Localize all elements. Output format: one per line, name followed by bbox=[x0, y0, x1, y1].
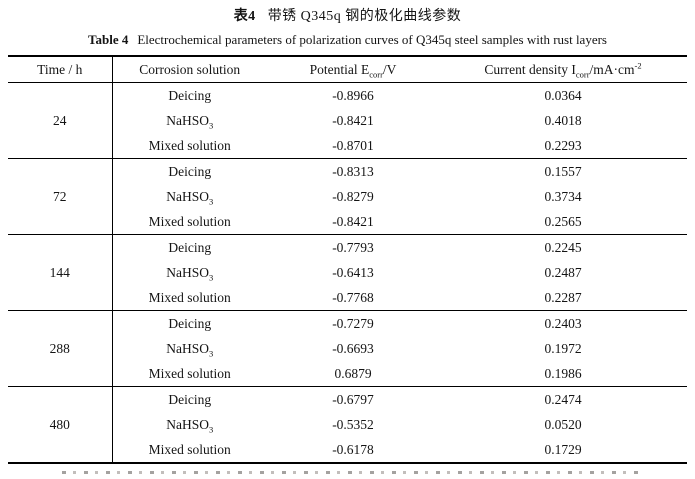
current-cell: 0.3734 bbox=[544, 188, 582, 204]
table-row: NaHSO3 -0.5352 0.0520 bbox=[8, 412, 687, 437]
table-caption-english: Table 4 Electrochemical parameters of pol… bbox=[0, 32, 695, 48]
col-header-corrosion-solution: Corrosion solution bbox=[139, 61, 241, 77]
table-row: 144 Deicing -0.7793 0.2245 bbox=[8, 234, 687, 311]
current-cell: 0.2403 bbox=[544, 315, 582, 331]
table-number-en: Table 4 bbox=[88, 32, 129, 47]
current-cell: 0.2474 bbox=[544, 391, 582, 407]
solution-cell: Mixed solution bbox=[148, 213, 231, 229]
table-row: Mixed solution -0.8701 0.2293 bbox=[8, 133, 687, 159]
potential-cell: -0.6413 bbox=[332, 264, 374, 280]
time-group-144: 144 Deicing -0.7793 0.2245 NaHSO3 -0.641… bbox=[8, 234, 687, 311]
solution-cell: Deicing bbox=[168, 239, 212, 255]
current-cell: 0.2565 bbox=[544, 213, 582, 229]
solution-cell: NaHSO3 bbox=[166, 112, 214, 131]
table-caption-cn-text: 带锈 Q345q 钢的极化曲线参数 bbox=[267, 9, 462, 24]
header-row: Time / h Corrosion solution Potential Ec… bbox=[8, 56, 687, 83]
potential-cell: -0.7793 bbox=[332, 239, 374, 255]
current-cell: 0.0520 bbox=[544, 416, 582, 432]
table-row: Mixed solution -0.7768 0.2287 bbox=[8, 285, 687, 311]
solution-cell: Deicing bbox=[168, 391, 212, 407]
potential-cell: -0.6797 bbox=[332, 391, 374, 407]
solution-cell: Deicing bbox=[168, 315, 212, 331]
solution-cell: NaHSO3 bbox=[166, 188, 214, 207]
solution-cell: NaHSO3 bbox=[166, 264, 214, 283]
solution-cell: Deicing bbox=[168, 163, 212, 179]
time-group-24: 24 Deicing -0.8966 0.0364 NaHSO3 -0.8421… bbox=[8, 82, 687, 159]
potential-cell: -0.6178 bbox=[332, 441, 374, 457]
table-row: 24 Deicing -0.8966 0.0364 bbox=[8, 82, 687, 159]
table-row: NaHSO3 -0.8279 0.3734 bbox=[8, 184, 687, 209]
current-cell: 0.2487 bbox=[544, 264, 582, 280]
table-row: 288 Deicing -0.7279 0.2403 bbox=[8, 310, 687, 387]
clipped-text-fragment bbox=[62, 471, 642, 474]
solution-cell: NaHSO3 bbox=[166, 340, 214, 359]
time-group-480: 480 Deicing -0.6797 0.2474 NaHSO3 -0.535… bbox=[8, 386, 687, 463]
potential-cell: -0.8421 bbox=[332, 213, 374, 229]
potential-cell: -0.8966 bbox=[332, 87, 374, 103]
solution-cell: Mixed solution bbox=[148, 289, 231, 305]
table-row: NaHSO3 -0.6693 0.1972 bbox=[8, 336, 687, 361]
solution-cell: NaHSO3 bbox=[166, 416, 214, 435]
current-cell: 0.1557 bbox=[544, 163, 582, 179]
current-cell: 0.1729 bbox=[544, 441, 582, 457]
solution-cell: Mixed solution bbox=[148, 441, 231, 457]
potential-cell: -0.8279 bbox=[332, 188, 374, 204]
potential-cell: 0.6879 bbox=[334, 365, 372, 381]
potential-cell: -0.5352 bbox=[332, 416, 374, 432]
current-cell: 0.1972 bbox=[544, 340, 582, 356]
time-cell: 24 bbox=[8, 82, 113, 159]
table-caption-chinese: 表4 带锈 Q345q 钢的极化曲线参数 bbox=[0, 5, 695, 25]
col-header-potential: Potential Ecorr/V bbox=[309, 61, 397, 80]
current-cell: 0.2287 bbox=[544, 289, 582, 305]
current-cell: 0.2293 bbox=[544, 137, 582, 153]
time-cell: 72 bbox=[8, 158, 113, 235]
table-row: 72 Deicing -0.8313 0.1557 bbox=[8, 158, 687, 235]
table-row: NaHSO3 -0.6413 0.2487 bbox=[8, 260, 687, 285]
potential-cell: -0.6693 bbox=[332, 340, 374, 356]
col-header-current-density: Current density Icorr/mA·cm-2 bbox=[484, 60, 642, 80]
time-group-288: 288 Deicing -0.7279 0.2403 NaHSO3 -0.669… bbox=[8, 310, 687, 387]
table-number-cn: 表4 bbox=[233, 9, 256, 24]
potential-cell: -0.7279 bbox=[332, 315, 374, 331]
table-row: NaHSO3 -0.8421 0.4018 bbox=[8, 108, 687, 133]
paper-page: 表4 带锈 Q345q 钢的极化曲线参数 Table 4 Electrochemic… bbox=[0, 5, 695, 474]
current-cell: 0.1986 bbox=[544, 365, 582, 381]
electrochemical-parameters-table: Time / h Corrosion solution Potential Ec… bbox=[8, 55, 687, 464]
potential-cell: -0.7768 bbox=[332, 289, 374, 305]
table-row: Mixed solution 0.6879 0.1986 bbox=[8, 361, 687, 387]
potential-cell: -0.8701 bbox=[332, 137, 374, 153]
current-cell: 0.4018 bbox=[544, 112, 582, 128]
table-row: 480 Deicing -0.6797 0.2474 bbox=[8, 386, 687, 463]
time-cell: 480 bbox=[8, 386, 113, 463]
time-group-72: 72 Deicing -0.8313 0.1557 NaHSO3 -0.8279… bbox=[8, 158, 687, 235]
current-cell: 0.2245 bbox=[544, 239, 582, 255]
potential-cell: -0.8313 bbox=[332, 163, 374, 179]
col-header-time: Time / h bbox=[8, 56, 113, 83]
current-cell: 0.0364 bbox=[544, 87, 582, 103]
time-cell: 288 bbox=[8, 310, 113, 387]
potential-cell: -0.8421 bbox=[332, 112, 374, 128]
solution-cell: Mixed solution bbox=[148, 137, 231, 153]
table-row: Mixed solution -0.6178 0.1729 bbox=[8, 437, 687, 463]
solution-cell: Mixed solution bbox=[148, 365, 231, 381]
solution-cell: Deicing bbox=[168, 87, 212, 103]
table-caption-en-text: Electrochemical parameters of polarizati… bbox=[137, 32, 607, 47]
table-row: Mixed solution -0.8421 0.2565 bbox=[8, 209, 687, 235]
time-cell: 144 bbox=[8, 234, 113, 311]
